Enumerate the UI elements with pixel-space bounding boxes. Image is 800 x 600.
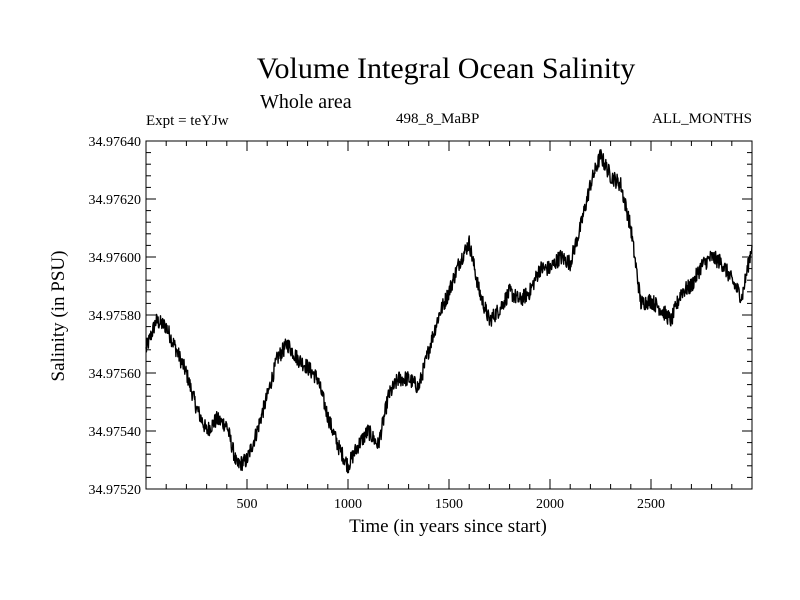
months-label: ALL_MONTHS bbox=[652, 111, 752, 127]
x-tick-label: 1500 bbox=[435, 497, 463, 512]
chart-subtitle: Whole area bbox=[260, 91, 352, 113]
x-tick-label: 1000 bbox=[334, 497, 362, 512]
x-tick-label: 2500 bbox=[637, 497, 665, 512]
plot-area: 500 1000 1500 2000 2500 34.97520 34.97540 34.97… bbox=[89, 135, 753, 512]
y-tick-label: 34.97620 bbox=[89, 193, 142, 208]
y-tick-label: 34.97520 bbox=[89, 483, 142, 498]
chart-title: Volume Integral Ocean Salinity bbox=[256, 52, 636, 85]
x-axis-label: Time (in years since start) bbox=[349, 516, 547, 537]
x-tick-label: 500 bbox=[237, 497, 258, 512]
y-tick-label: 34.97640 bbox=[89, 135, 142, 150]
run-id-label: 498_8_MaBP bbox=[396, 111, 480, 127]
x-tick-label: 2000 bbox=[536, 497, 564, 512]
y-tick-label: 34.97540 bbox=[89, 425, 142, 440]
y-axis-label: Salinity (in PSU) bbox=[48, 251, 69, 382]
y-tick-label: 34.97560 bbox=[89, 367, 142, 382]
series-line-salinity bbox=[145, 149, 753, 474]
experiment-label: Expt = teYJw bbox=[146, 113, 229, 129]
y-tick-label: 34.97600 bbox=[89, 251, 142, 266]
y-tick-label: 34.97580 bbox=[89, 309, 142, 324]
